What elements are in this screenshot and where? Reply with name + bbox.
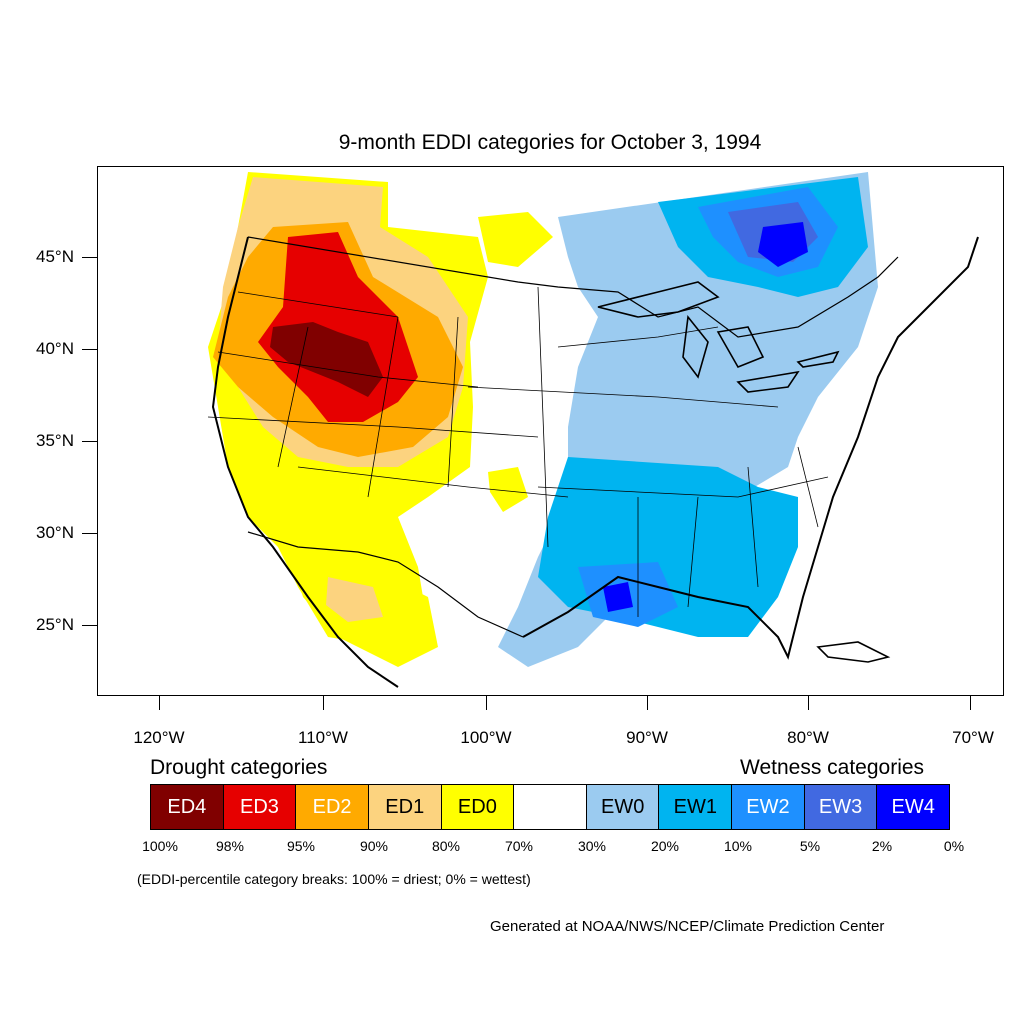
great-lakes [597, 281, 840, 393]
lon-label: 90°W [626, 728, 668, 747]
legend-label: EW1 [673, 795, 717, 818]
cuba-outline [816, 641, 891, 663]
percentile-break-label: 10% [723, 838, 753, 854]
us-canada-border [247, 236, 899, 338]
lon-label: 110°W [298, 728, 348, 747]
percentile-break-label: 80% [431, 838, 461, 854]
map-frame [97, 166, 1004, 696]
percentile-break-label: 95% [286, 838, 316, 854]
legend-label: EW3 [818, 795, 863, 818]
legend-box-ed4: ED4 [151, 785, 224, 829]
lat-label: 25°N [36, 615, 74, 634]
legend-box-ew4: EW4 [877, 785, 950, 829]
percentile-break-label: 98% [215, 838, 245, 854]
us-coastline [211, 236, 979, 688]
percentile-break-label: 30% [577, 838, 607, 854]
legend-label: ED2 [312, 795, 352, 818]
percentile-break-label: 70% [504, 838, 534, 854]
lat-tick [82, 441, 97, 442]
legend-label: ED3 [240, 795, 279, 818]
category-breaks-note: (EDDI-percentile category breaks: 100% =… [137, 871, 531, 887]
percentile-break-label: 2% [871, 838, 893, 854]
legend-box-ed0: ED0 [441, 785, 515, 829]
wetness-categories-heading: Wetness categories [740, 756, 925, 779]
legend-label: ED0 [457, 795, 497, 818]
legend-box-ed3: ED3 [223, 785, 297, 829]
lat-tick [82, 533, 97, 534]
percentile-break-label: 5% [799, 838, 821, 854]
us-mexico-border [247, 531, 524, 638]
ed0-montana-spot [478, 212, 553, 267]
legend-box-ew2: EW2 [732, 785, 805, 829]
credit-line: Generated at NOAA/NWS/NCEP/Climate Predi… [490, 918, 885, 935]
lon-tick [323, 696, 324, 710]
lon-tick [159, 696, 160, 710]
lon-label: 100°W [460, 728, 512, 747]
lat-tick [82, 257, 97, 258]
percentile-break-label: 0% [943, 838, 965, 854]
legend-box-ew0: EW0 [586, 785, 660, 829]
lat-label: 40°N [36, 339, 74, 358]
eddi-map [207, 172, 979, 688]
lon-tick [486, 696, 487, 710]
legend-label: EW4 [891, 795, 935, 818]
lon-tick [970, 696, 971, 710]
lat-label: 30°N [36, 523, 74, 542]
ed4-region [270, 322, 383, 397]
state-boundaries [207, 286, 829, 617]
legend-box-ed1: ED1 [368, 785, 442, 829]
legend-box-neutral [514, 785, 587, 829]
legend-label: ED4 [167, 795, 207, 818]
legend-label: EW2 [746, 795, 790, 818]
lon-label: 70°W [952, 728, 994, 747]
legend-label: ED1 [385, 795, 425, 818]
lat-label: 45°N [36, 247, 74, 266]
lon-tick [647, 696, 648, 710]
lat-tick [82, 349, 97, 350]
legend-label: EW0 [600, 795, 645, 818]
lat-label: 35°N [36, 431, 74, 450]
ew4-gulf-spot [603, 582, 633, 612]
lon-tick [808, 696, 809, 710]
percentile-break-label: 90% [359, 838, 389, 854]
percentile-break-label: 20% [650, 838, 680, 854]
lon-label: 120°W [133, 728, 185, 747]
map-title: 9-month EDDI categories for October 3, 1… [338, 131, 762, 154]
lat-tick [82, 625, 97, 626]
drought-categories-heading: Drought categories [150, 756, 328, 779]
map-outlines [207, 236, 979, 688]
legend-color-bar: ED4 ED3 ED2 ED1 ED0 EW0 EW1 EW2 EW3 EW4 [150, 784, 950, 830]
wetness-region [498, 172, 878, 667]
lon-label: 80°W [787, 728, 829, 747]
ew4-region [758, 222, 808, 267]
legend-box-ew1: EW1 [659, 785, 733, 829]
percentile-break-label: 100% [142, 838, 178, 854]
ed1-mexico-spot [326, 577, 383, 622]
legend-box-ed2: ED2 [296, 785, 369, 829]
legend-box-ew3: EW3 [804, 785, 878, 829]
ed0-plains-spot [488, 467, 528, 512]
